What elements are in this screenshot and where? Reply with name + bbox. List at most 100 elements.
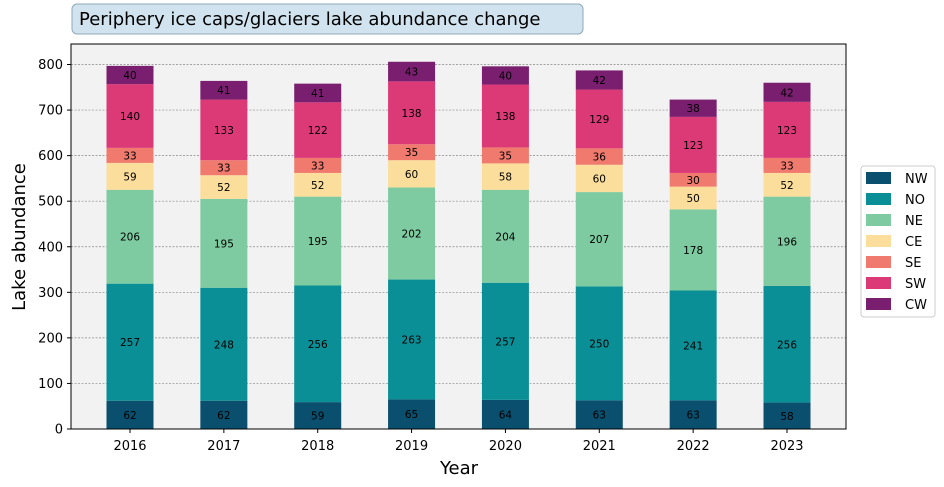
bar-segment-nw [388,399,436,429]
data-label: 123 [683,140,703,152]
data-label: 35 [405,147,418,159]
data-label: 42 [593,75,606,87]
data-label: 43 [405,67,418,79]
data-label: 59 [311,411,324,423]
data-label: 250 [589,338,609,350]
data-label: 33 [217,163,230,175]
legend-label-ce: CE [905,235,922,250]
data-label: 196 [777,236,797,248]
legend-label-se: SE [905,256,921,271]
legend-swatch-nw [866,172,891,184]
data-label: 62 [123,410,136,422]
data-label: 60 [593,173,606,185]
data-label: 58 [780,411,793,423]
bar-segment-no [388,279,436,400]
data-label: 129 [589,114,609,126]
x-tick-label: 2017 [207,439,240,454]
y-axis: 0 100 200 300 400 500 600 700 800 [38,58,71,438]
bar-segment-se [575,148,623,165]
legend-swatch-sw [866,277,891,289]
y-tick-label: 100 [38,377,63,392]
bar-segment-ce [763,172,811,197]
bar-segment-cw [388,61,436,82]
legend-swatch-no [866,193,891,205]
bar-segment-nw [575,400,623,429]
y-tick-label: 500 [38,195,63,210]
data-label: 257 [495,336,515,348]
data-label: 30 [686,175,699,187]
x-tick-label: 2021 [583,439,616,454]
bar-segment-ce [481,163,529,190]
x-tick-label: 2023 [770,439,803,454]
data-label: 138 [402,108,422,120]
x-tick-label: 2020 [489,439,522,454]
legend: NW NO NE CE SE SW CW [860,165,936,318]
data-label: 33 [780,160,793,172]
data-label: 40 [499,70,512,82]
x-tick-label: 2018 [301,439,334,454]
bar-segment-cw [575,70,623,90]
data-label: 248 [214,339,234,351]
bar-segment-ne [669,209,717,291]
data-label: 52 [217,182,230,194]
legend-label-nw: NW [905,172,928,187]
bar-segment-cw [763,82,811,102]
bar-segment-nw [763,402,811,429]
bar-segment-ce [294,172,342,197]
bar-segment-sw [106,84,154,148]
data-label: 41 [311,88,324,100]
chart-title-box [71,3,584,35]
bar-segment-nw [106,400,154,429]
data-label: 63 [686,410,699,422]
data-label: 256 [777,339,797,351]
legend-swatch-ne [866,214,891,226]
bar-segment-no [106,283,154,401]
data-label: 122 [308,125,328,137]
bar-segment-ne [763,196,811,286]
legend-swatch-se [866,256,891,268]
y-axis-label: Lake abundance [9,163,30,311]
plot-frame [70,43,847,430]
plot-area [71,44,846,429]
data-label: 52 [780,180,793,192]
bar-segment-se [106,147,154,163]
data-label: 202 [402,229,422,241]
data-label: 133 [214,125,234,137]
data-label: 52 [311,180,324,192]
chart-title: Periphery ice caps/glaciers lake abundan… [79,9,540,30]
bar-segment-sw [200,99,248,161]
bar-segment-sw [763,101,811,158]
bar-segment-ce [106,162,154,190]
data-label: 65 [405,409,418,421]
data-label: 59 [123,171,136,183]
bar-segment-sw [575,89,623,149]
data-label: 195 [214,238,234,250]
bar-segment-ne [200,198,248,288]
data-label: 64 [499,409,513,421]
bar-segment-se [669,172,717,187]
bar-segment-cw [669,99,717,117]
legend-label-ne: NE [905,214,923,229]
bar-segment-cw [481,66,529,85]
y-tick-label: 700 [38,104,63,119]
bar-segment-ne [481,189,529,283]
x-tick-label: 2016 [113,439,146,454]
legend-label-no: NO [905,193,925,208]
y-tick-label: 400 [38,240,63,255]
data-label: 38 [686,103,699,115]
bar-segment-cw [106,65,154,85]
y-tick-label: 600 [38,149,63,164]
bar-segment-sw [294,102,342,158]
data-label: 207 [589,234,609,246]
bar-segment-no [669,290,717,401]
chart-title-group: Periphery ice caps/glaciers lake abundan… [71,3,584,35]
data-label: 33 [123,150,136,162]
bar-segment-ne [388,187,436,280]
bar-segment-sw [669,116,717,173]
legend-label-sw: SW [905,277,926,292]
bar-segment-sw [388,81,436,145]
bar-segment-no [294,285,342,403]
data-label: 123 [777,125,797,137]
bar-segment-no [575,286,623,401]
data-label: 263 [402,334,422,346]
